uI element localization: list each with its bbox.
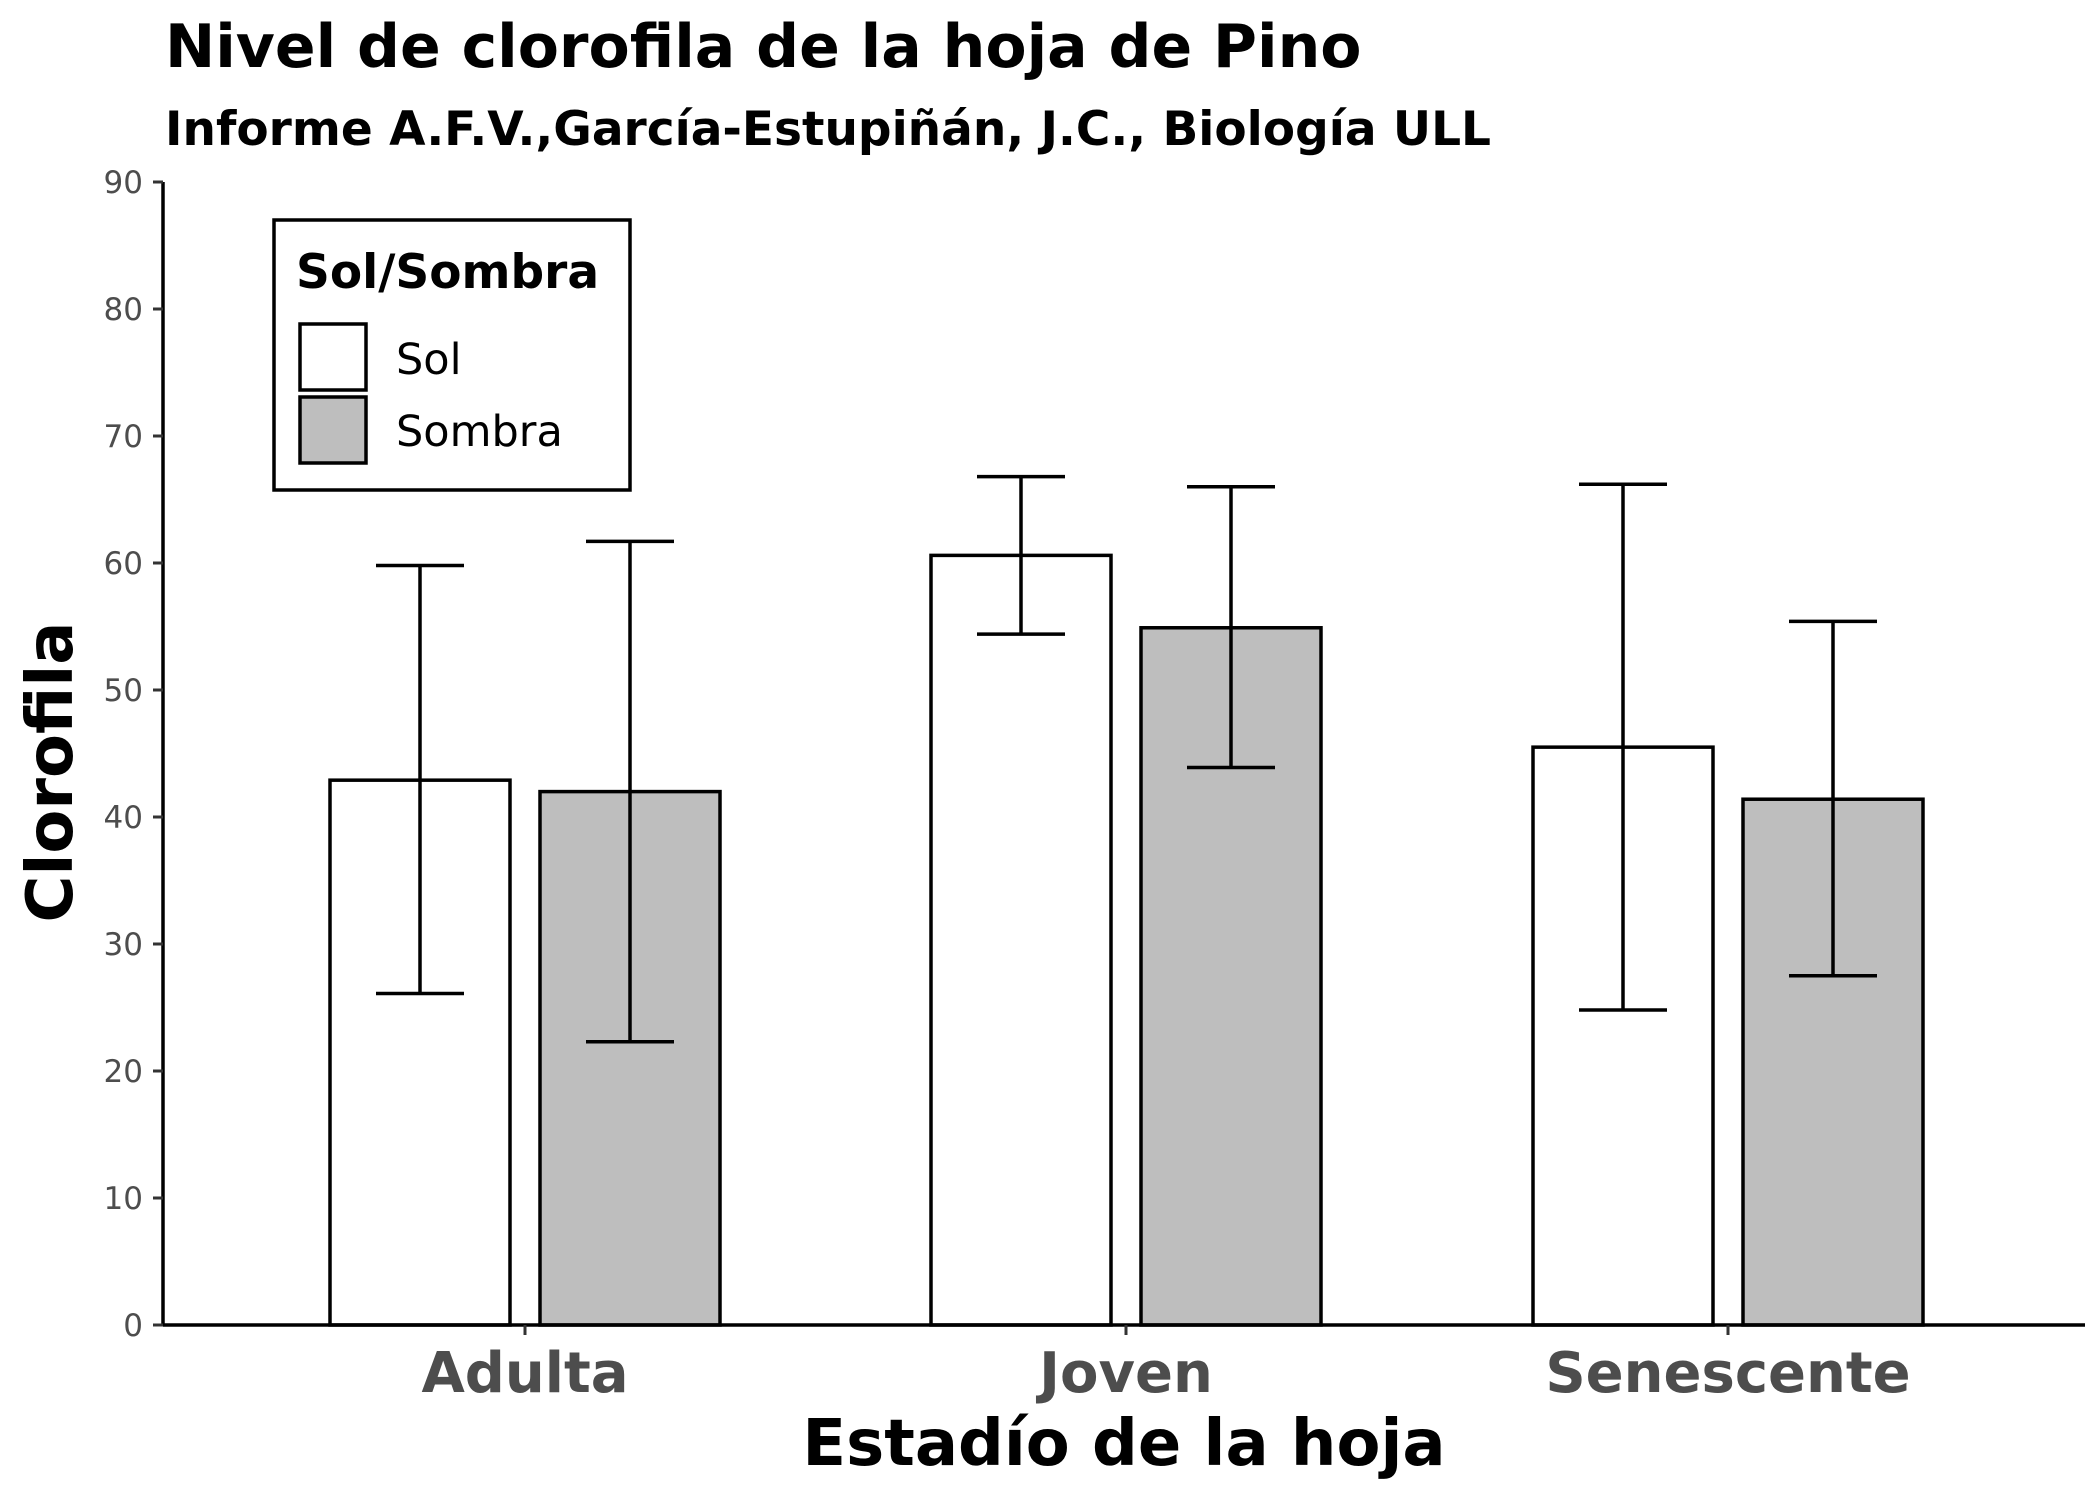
y-tick-label-50: 50 [104, 673, 143, 709]
x-axis-title: Estadío de la hoja [802, 1407, 1445, 1481]
y-tick-label-10: 10 [104, 1181, 143, 1217]
y-tick-label-60: 60 [104, 546, 143, 582]
y-tick-label-20: 20 [104, 1054, 143, 1090]
y-tick-label-30: 30 [104, 927, 143, 963]
chart-title: Nivel de clorofila de la hoja de Pino [165, 12, 1362, 82]
axes: 0 10 20 30 40 50 60 70 80 90 Adulta Joven Senescente [104, 165, 2085, 1406]
x-tick-label-adulta: Adulta [421, 1341, 628, 1406]
y-axis-title: Clorofila [14, 622, 88, 923]
plot-area [328, 474, 1925, 1327]
x-tick-label-senescente: Senescente [1545, 1341, 1910, 1406]
bar-sol-joven [929, 553, 1113, 1327]
legend-label-sombra: Sombra [396, 407, 563, 457]
y-tick-label-70: 70 [104, 419, 143, 455]
legend-swatch-sombra [298, 395, 368, 465]
legend-swatch-sol [298, 322, 368, 392]
y-tick-label-90: 90 [104, 165, 143, 201]
x-tick-label-joven: Joven [1035, 1341, 1213, 1406]
legend: Sol/Sombra Sol Sombra [272, 218, 632, 492]
y-tick-label-80: 80 [104, 292, 143, 328]
chart-subtitle: Informe A.F.V.,García-Estupiñán, J.C., B… [165, 102, 1491, 157]
y-tick-label-40: 40 [104, 800, 143, 836]
legend-title: Sol/Sombra [296, 245, 599, 300]
y-tick-label-0: 0 [123, 1308, 143, 1344]
legend-label-sol: Sol [396, 335, 462, 385]
